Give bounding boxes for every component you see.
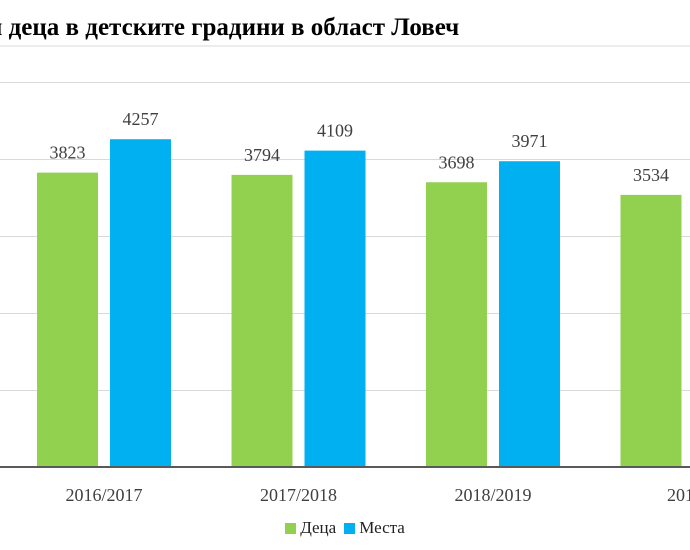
x-tick-label: 2016/2017 (65, 485, 142, 505)
bar-places (110, 139, 171, 467)
bar-children (231, 174, 293, 467)
data-label: 3534 (633, 165, 669, 185)
x-axis: 2016/2017 2017/2018 2018/2019 2019/ (0, 466, 690, 505)
bars (37, 139, 682, 467)
data-label: 3971 (512, 131, 548, 151)
data-label: 4109 (317, 121, 353, 141)
x-tick-label: 2018/2019 (454, 485, 531, 505)
data-label: 3698 (439, 152, 475, 172)
legend-label-places: Места (359, 518, 405, 537)
legend-item-places: Места (344, 518, 405, 538)
bar-children (426, 182, 487, 467)
bar-children (37, 172, 98, 467)
x-tick-label: 2019/ (667, 485, 690, 505)
legend-item-children: Деца (285, 518, 336, 538)
bar-places (499, 161, 560, 467)
bar-children (620, 194, 682, 467)
legend-swatch-places (344, 522, 356, 534)
legend-label-children: Деца (300, 518, 337, 537)
data-label: 4257 (123, 109, 159, 129)
x-tick-label: 2017/2018 (260, 485, 337, 505)
chart-title: и деца в детските градини в област Ловеч (0, 14, 460, 41)
data-labels: 3823 4257 3794 4109 3698 3971 3534 (50, 109, 670, 185)
legend-swatch-children (285, 522, 297, 534)
data-label: 3823 (50, 143, 86, 163)
bar-places (304, 150, 366, 467)
legend: Деца Места (0, 518, 690, 538)
data-label: 3794 (244, 145, 280, 165)
